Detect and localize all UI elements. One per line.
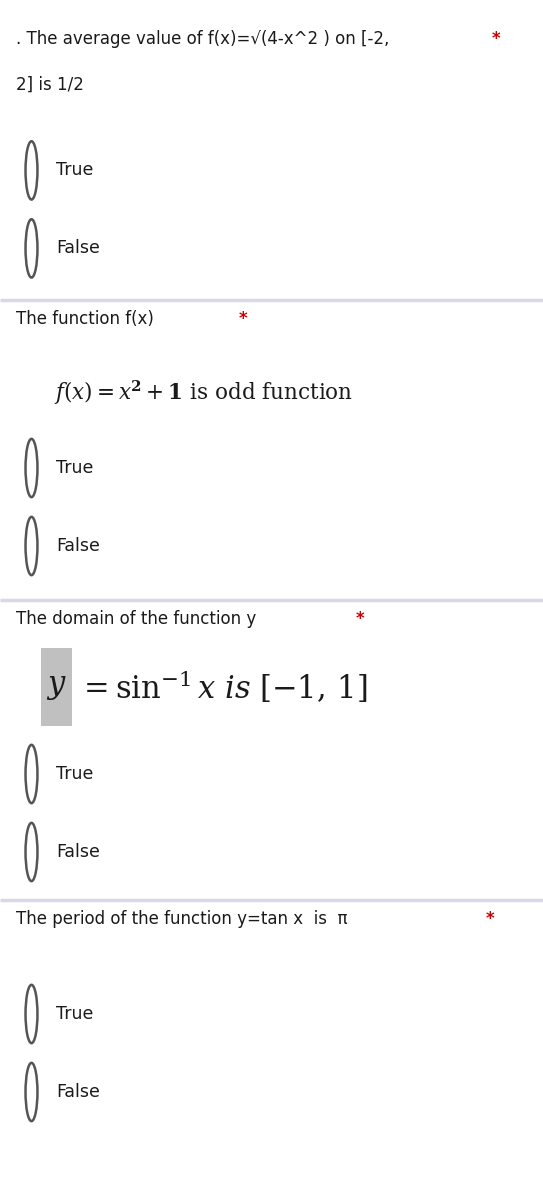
Text: False: False xyxy=(56,1082,100,1102)
Text: *: * xyxy=(486,910,495,928)
Text: The period of the function y=tan x  is  π: The period of the function y=tan x is π xyxy=(16,910,348,928)
Text: 2] is 1/2: 2] is 1/2 xyxy=(16,76,84,94)
Text: *: * xyxy=(356,610,364,628)
Text: The domain of the function y: The domain of the function y xyxy=(16,610,262,628)
Text: True: True xyxy=(56,766,93,782)
Text: True: True xyxy=(56,458,93,476)
Text: False: False xyxy=(56,842,100,862)
Text: *: * xyxy=(491,30,500,48)
Text: True: True xyxy=(56,1006,93,1022)
Text: True: True xyxy=(56,162,93,179)
Text: . The average value of f(x)=√(4-x^2 ) on [-2,: . The average value of f(x)=√(4-x^2 ) on… xyxy=(16,30,390,48)
Text: False: False xyxy=(56,239,100,257)
FancyBboxPatch shape xyxy=(41,648,72,726)
Text: False: False xyxy=(56,538,100,554)
Text: $\mathbf{\mathit{f}}(\mathbf{\mathit{x}}) = \mathbf{\mathit{x}}^{\mathbf{2}} + \: $\mathbf{\mathit{f}}(\mathbf{\mathit{x}}… xyxy=(54,378,353,407)
Text: The function f(x): The function f(x) xyxy=(16,310,160,328)
Text: $= \sin^{-1} x\ \mathit{is}\ [-1,\, 1]$: $= \sin^{-1} x\ \mathit{is}\ [-1,\, 1]$ xyxy=(78,668,367,706)
Text: *: * xyxy=(239,310,248,328)
Text: $\mathit{y}$: $\mathit{y}$ xyxy=(46,672,67,702)
